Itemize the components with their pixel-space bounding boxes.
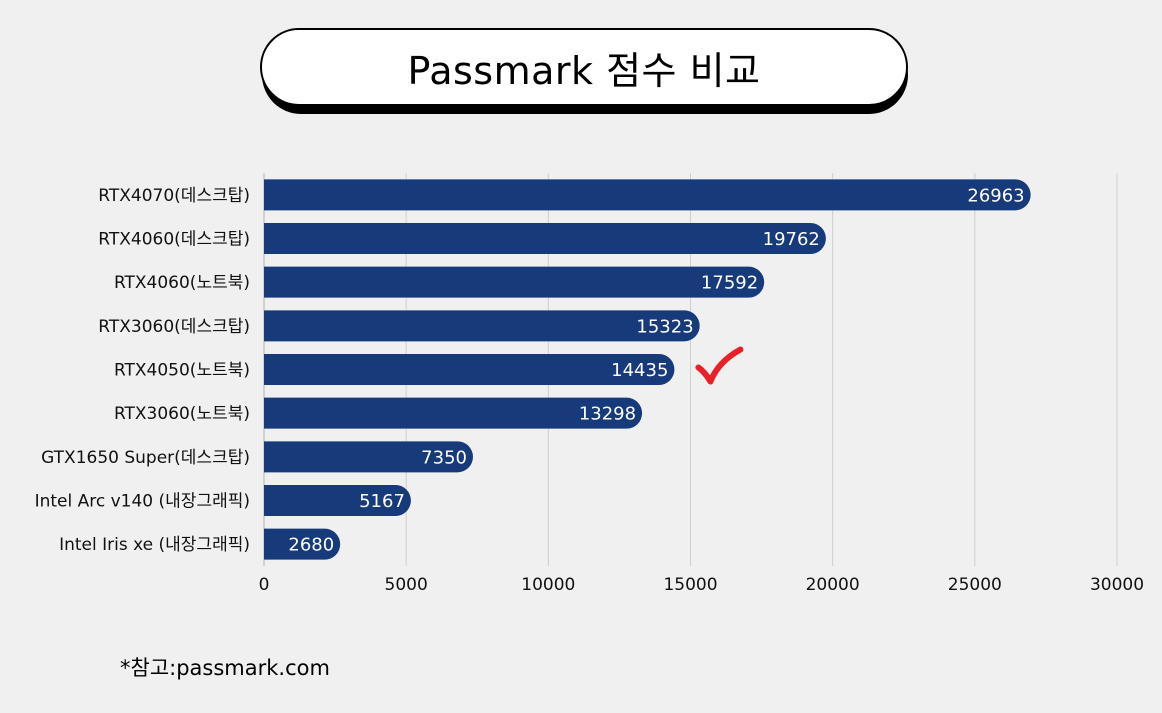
bar-value-label: 26963	[967, 185, 1024, 206]
bar-value-label: 2680	[288, 535, 334, 556]
bar	[264, 266, 765, 298]
category-label: GTX1650 Super(데스크탑)	[41, 448, 250, 468]
bar	[264, 528, 341, 560]
bar-value-label: 19762	[763, 229, 820, 250]
category-label: Intel Iris xe (내장그래픽)	[59, 535, 250, 555]
checkmark-icon	[695, 346, 744, 385]
bar-value-label: 13298	[579, 404, 636, 425]
chart-title: Passmark 점수 비교	[407, 48, 761, 93]
bar-value-label: 17592	[701, 273, 758, 294]
bar-value-label: 15323	[636, 316, 693, 337]
category-label: RTX4070(데스크탑)	[98, 186, 250, 206]
bar-value-label: 7350	[421, 447, 467, 468]
chart-title-badge: Passmark 점수 비교	[260, 28, 908, 114]
bar	[264, 441, 473, 473]
source-note: *참고:passmark.com	[120, 656, 330, 680]
bar-value-label: 5167	[359, 491, 405, 512]
bar	[264, 354, 675, 385]
x-tick-label: 5000	[385, 575, 428, 595]
x-tick-label: 10000	[521, 575, 575, 595]
x-tick-label: 0	[259, 575, 270, 595]
bar	[264, 310, 700, 342]
x-tick-label: 25000	[948, 575, 1002, 595]
category-label: RTX4060(노트북)	[114, 273, 250, 293]
x-tick-label: 15000	[663, 575, 717, 595]
x-tick-label: 30000	[1090, 575, 1144, 595]
category-label: RTX4050(노트북)	[114, 361, 250, 381]
bar	[264, 397, 643, 429]
category-label: RTX3060(노트북)	[114, 404, 250, 424]
category-label: RTX4060(데스크탑)	[98, 230, 250, 250]
bar	[264, 485, 411, 516]
category-label: Intel Arc v140 (내장그래픽)	[35, 492, 250, 512]
bar-value-label: 14435	[611, 360, 668, 381]
title-badge-pill: Passmark 점수 비교	[260, 28, 908, 106]
category-label: RTX3060(데스크탑)	[98, 317, 250, 337]
bar	[264, 223, 826, 254]
x-tick-label: 20000	[806, 575, 860, 595]
bar	[264, 179, 1031, 211]
